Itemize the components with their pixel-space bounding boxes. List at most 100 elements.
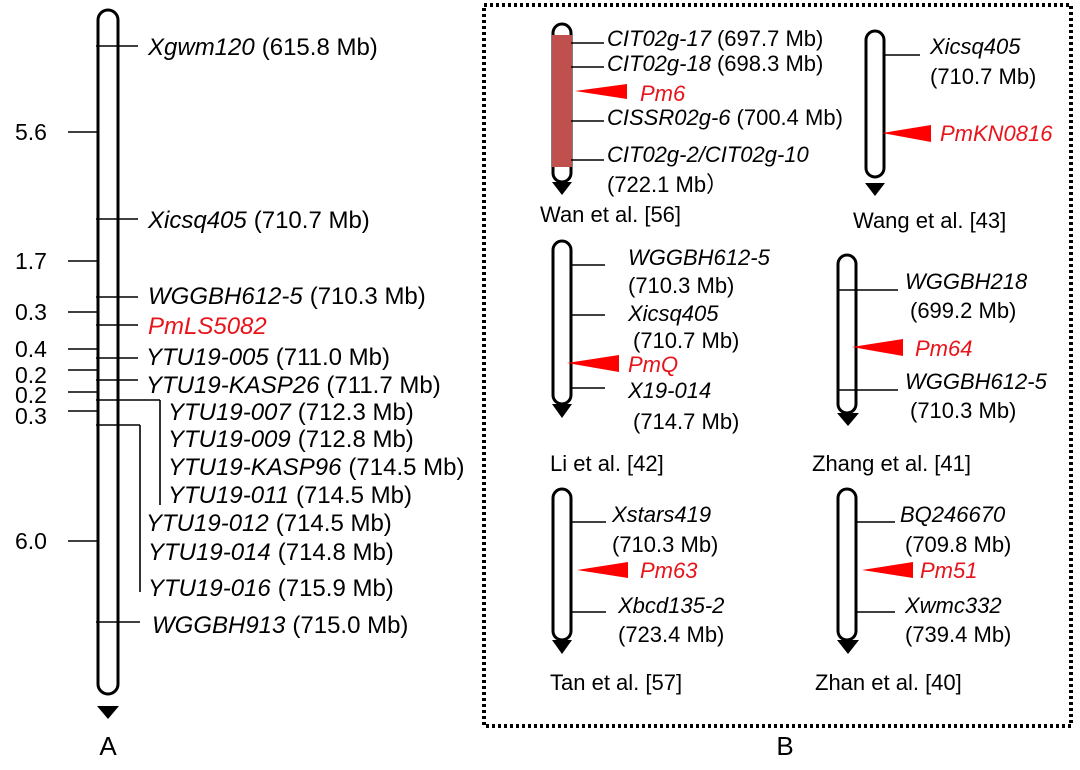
marker-label: WGGBH612-5 (710.3 Mb) <box>148 283 426 310</box>
marker-name: YTU19-016 <box>148 575 271 602</box>
marker-label: YTU19-014 (714.8 Mb) <box>148 539 394 566</box>
map-wan-et-al: CIT02g-17 (697.7 Mb) CIT02g-18 (698.3 Mb) … <box>540 22 843 227</box>
marker-name: YTU19-012 <box>146 510 269 537</box>
marker-name: CIT02g-2/CIT02g-10 <box>607 142 810 167</box>
marker-name: Xicsq405 <box>929 34 1021 59</box>
map-li-et-al: WGGBH612-5 (710.3 Mb) Xicsq405 (710.7 Mb… <box>550 239 771 476</box>
gene-marker-triangle <box>882 125 931 142</box>
panel-label-a: A <box>99 731 117 761</box>
chromosome-rod <box>836 487 858 642</box>
marker-label: Xicsq405 (710.7 Mb) <box>147 207 370 234</box>
chromosome-rod <box>551 239 573 406</box>
marker-name: YTU19-KASP96 <box>168 454 342 481</box>
chromosome-end-arrow <box>97 706 119 719</box>
marker-position: (710.3 Mb) <box>910 398 1016 423</box>
marker-name: Xbcd135-2 <box>617 593 724 618</box>
marker-label: CISSR02g-6 (700.4 Mb) <box>607 105 843 130</box>
map-citation: Wang et al. [43] <box>853 208 1006 233</box>
chromosome-end-arrow <box>552 640 572 654</box>
marker-position: (710.3 Mb) <box>628 273 734 298</box>
map-citation: Wan et al. [56] <box>540 202 681 227</box>
marker-name: YTU19-KASP26 <box>146 372 320 399</box>
marker-position: (711.7 Mb) <box>326 372 440 399</box>
marker-label: WGGBH913 (715.0 Mb) <box>152 612 408 639</box>
marker-position: (712.8 Mb) <box>298 426 414 453</box>
marker-name: X19-014 <box>627 378 711 403</box>
marker-label: CIT02g-18 (698.3 Mb) <box>607 51 823 76</box>
interval-distance: 0.2 <box>15 362 47 388</box>
gene-label: PmLS5082 <box>148 313 267 340</box>
gene-label: Pm63 <box>640 558 698 583</box>
marker-label: CIT02g-17 (697.7 Mb) <box>607 26 823 51</box>
marker-position: (700.4 Mb) <box>737 105 843 130</box>
map-tan-et-al: Xstars419 (710.3 Mb) Pm63 Xbcd135-2 (723… <box>550 487 724 695</box>
gene-marker-triangle <box>577 562 628 578</box>
gene-label: PmKN0816 <box>940 121 1053 146</box>
marker-name: CIT02g-17 <box>607 26 712 51</box>
marker-label: YTU19-016 (715.9 Mb) <box>148 575 394 602</box>
marker-name: WGGBH218 <box>905 269 1028 294</box>
chromosome-end-arrow <box>837 413 859 426</box>
marker-name: WGGBH913 <box>152 612 286 639</box>
map-citation: Tan et al. [57] <box>550 670 682 695</box>
gene-label: Pm6 <box>640 81 686 106</box>
marker-label: YTU19-011 (714.5 Mb) <box>168 482 412 509</box>
marker-name: WGGBH612-5 <box>628 245 771 270</box>
panel-b: CIT02g-17 (697.7 Mb) CIT02g-18 (698.3 Mb) … <box>482 3 1073 761</box>
interval-distance: 0.2 <box>15 382 47 408</box>
gene-marker-triangle <box>575 84 627 99</box>
marker-position: (715.9 Mb) <box>278 575 394 602</box>
map-zhang-et-al: WGGBH218 (699.2 Mb) Pm64 WGGBH612-5 (710… <box>812 253 1048 476</box>
marker-name: YTU19-005 <box>146 344 269 371</box>
chromosome-end-arrow <box>552 182 572 195</box>
panel-label-b: B <box>776 731 793 761</box>
chromosome-rod <box>551 487 573 642</box>
marker-name: YTU19-007 <box>168 399 292 426</box>
map-wang-et-al: Xicsq405 (710.7 Mb) PmKN0816 Wang et al.… <box>853 29 1053 233</box>
panel-a: 5.6 1.7 0.3 0.4 0.2 0.2 0.3 6.0 Xgwm120 (… <box>15 8 464 761</box>
marker-name: Xwmc332 <box>904 593 1002 618</box>
marker-position: (698.3 Mb) <box>717 51 823 76</box>
chromosome-rod <box>96 8 120 696</box>
chromosome-end-arrow <box>552 404 572 418</box>
interval-distance: 0.3 <box>15 299 47 325</box>
chromosome-end-arrow <box>865 183 885 196</box>
marker-position: (714.5 Mb) <box>296 482 412 509</box>
map-citation: Zhan et al. [40] <box>815 670 962 695</box>
marker-label: YTU19-009 (712.8 Mb) <box>168 426 414 453</box>
map-citation: Zhang et al. [41] <box>812 451 971 476</box>
marker-label: YTU19-012 (714.5 Mb) <box>146 510 392 537</box>
chromosome-rod <box>864 29 886 179</box>
gene-marker-triangle <box>852 339 903 356</box>
marker-position: (711.0 Mb) <box>276 344 390 371</box>
marker-position: (710.3 Mb) <box>612 532 718 557</box>
marker-name: WGGBH612-5 <box>148 283 303 310</box>
marker-label: Xgwm120 (615.8 Mb) <box>147 34 378 61</box>
marker-position: (715.0 Mb) <box>292 612 408 639</box>
marker-position: (739.4 Mb) <box>905 622 1011 647</box>
marker-position: (714.8 Mb) <box>278 539 394 566</box>
marker-position: (714.5 Mb) <box>276 510 392 537</box>
marker-position: (709.8 Mb) <box>905 532 1011 557</box>
marker-position: (699.2 Mb) <box>910 298 1016 323</box>
marker-position: (615.8 Mb) <box>262 34 378 61</box>
marker-position: (723.4 Mb) <box>618 622 724 647</box>
marker-position: (710.7 Mb) <box>254 207 370 234</box>
marker-position: (722.1 Mb） <box>607 172 728 197</box>
marker-label: YTU19-KASP96 (714.5 Mb) <box>168 454 464 481</box>
map-citation: Li et al. [42] <box>550 451 664 476</box>
marker-name: Xicsq405 <box>627 301 719 326</box>
gene-marker-triangle <box>862 562 913 578</box>
marker-label: YTU19-KASP26 (711.7 Mb) <box>146 372 441 399</box>
marker-name: CISSR02g-6 <box>607 105 731 130</box>
marker-position: (714.5 Mb) <box>348 454 464 481</box>
marker-position: (710.7 Mb) <box>633 328 739 353</box>
gene-label: Pm51 <box>920 558 977 583</box>
marker-name: BQ246670 <box>900 502 1006 527</box>
marker-position: (710.3 Mb) <box>310 283 426 310</box>
marker-name: YTU19-011 <box>168 482 289 509</box>
interval-highlight <box>552 35 572 167</box>
marker-name: YTU19-014 <box>148 539 271 566</box>
marker-position: (714.7 Mb) <box>633 409 739 434</box>
